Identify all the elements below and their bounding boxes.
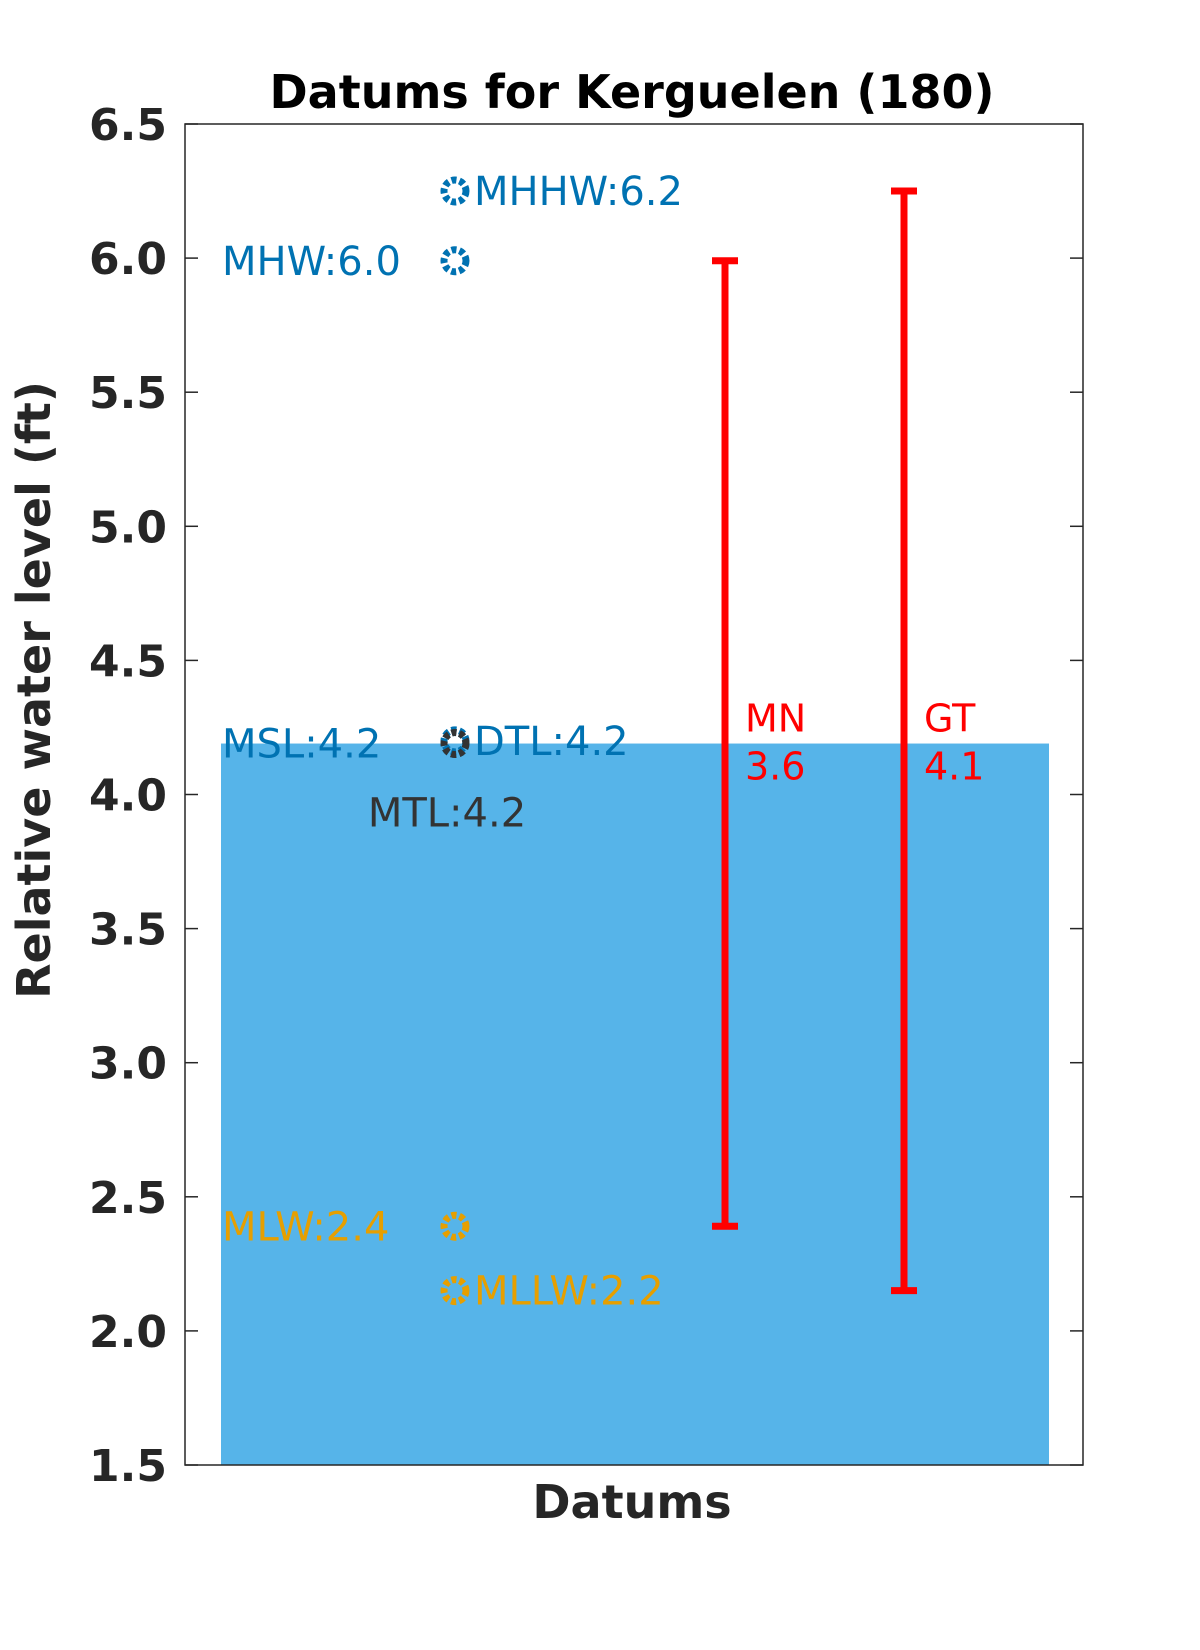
datum-label-mllw: MLLW:2.2 bbox=[474, 1269, 664, 1315]
datum-marker-mhhw bbox=[440, 176, 470, 206]
y-tick-label: 3.5 bbox=[89, 905, 167, 956]
datum-label-msl: MSL:4.2 bbox=[222, 722, 381, 768]
y-tick-label: 6.0 bbox=[89, 234, 167, 285]
x-axis-title: Datums bbox=[532, 1475, 731, 1529]
plot-area: 1.5 2.0 2.5 3.0 3.5 4.0 4.5 5.0 5.5 6.0 6.5 MN3.6 GT… bbox=[89, 100, 1084, 1492]
y-tick-label: 4.5 bbox=[89, 636, 167, 687]
datum-marker-mtl bbox=[440, 729, 470, 759]
y-tick-label: 5.5 bbox=[89, 368, 167, 419]
datum-marker-mllw bbox=[440, 1276, 470, 1306]
range-mn-errorbar bbox=[712, 257, 738, 1230]
datum-label-dtl: DTL:4.2 bbox=[474, 719, 629, 765]
datum-label-mhw: MHW:6.0 bbox=[222, 239, 401, 285]
range-value-label: 3.6 bbox=[745, 745, 805, 789]
datum-marker-mhw bbox=[440, 246, 470, 276]
y-tick-label: 2.0 bbox=[89, 1307, 167, 1358]
y-tick-label: 4.0 bbox=[89, 771, 167, 822]
y-tick-label: 2.5 bbox=[89, 1173, 167, 1224]
range-gt-errorbar bbox=[891, 187, 917, 1295]
y-tick-label: 5.0 bbox=[89, 502, 167, 553]
y-tick-label: 3.0 bbox=[89, 1039, 167, 1090]
y-tick-label: 6.5 bbox=[89, 100, 167, 151]
range-name-label: MN bbox=[745, 697, 806, 741]
y-tick-label: 1.5 bbox=[89, 1441, 167, 1492]
range-value-label: 4.1 bbox=[924, 745, 984, 789]
datum-label-mlw: MLW:2.4 bbox=[222, 1204, 389, 1250]
datum-marker-mlw bbox=[440, 1211, 470, 1241]
datum-label-mhhw: MHHW:6.2 bbox=[474, 169, 683, 215]
range-name-label: GT bbox=[924, 697, 976, 741]
datum-label-mtl: MTL:4.2 bbox=[368, 791, 526, 837]
chart-title: Datums for Kerguelen (180) bbox=[270, 65, 995, 119]
y-axis-title: Relative water level (ft) bbox=[7, 381, 61, 999]
datum-bar bbox=[221, 743, 1049, 1465]
